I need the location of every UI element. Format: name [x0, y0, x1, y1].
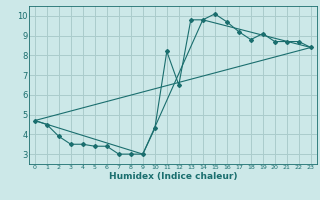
X-axis label: Humidex (Indice chaleur): Humidex (Indice chaleur) [108, 172, 237, 181]
